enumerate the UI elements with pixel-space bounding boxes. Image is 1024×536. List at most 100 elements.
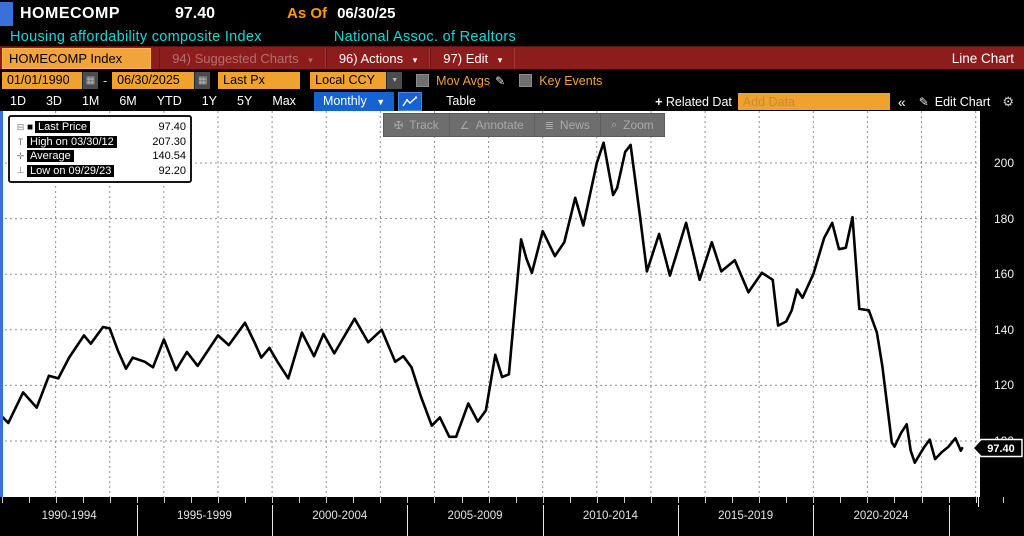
collapse-panel-icon[interactable]: « <box>897 93 906 110</box>
x-axis-tick <box>542 497 544 503</box>
panel-active-indicator <box>0 111 3 497</box>
x-axis-tick <box>461 497 463 503</box>
x-axis-tick <box>434 497 436 503</box>
as-of-date: 06/30/25 <box>337 5 396 22</box>
track-icon: ✠ <box>394 119 404 132</box>
x-axis-tick <box>867 497 869 503</box>
x-axis-tick <box>82 497 84 503</box>
series-swatch-icon: ■ <box>27 121 34 133</box>
legend-high: T High on 03/30/12 207.30 <box>14 135 186 150</box>
x-axis-tick <box>650 497 652 503</box>
end-date-calendar-icon[interactable]: ▦ <box>194 72 211 89</box>
annotate-button[interactable]: ∠ Annotate <box>450 114 535 136</box>
x-axis-section-separator <box>136 505 138 536</box>
average-marker-icon: ✛ <box>16 150 25 161</box>
chart-settings-row: 01/01/1990 ▦ - 06/30/2025 ▦ Last Px Loca… <box>0 69 1024 92</box>
x-axis-tick <box>217 497 219 503</box>
security-source: National Assoc. of Realtors <box>333 28 517 45</box>
news-button[interactable]: ≣ News <box>535 114 601 136</box>
as-of-label: As Of <box>287 5 328 22</box>
mov-avgs-checkbox[interactable] <box>416 74 430 87</box>
plot-right-edge-tick <box>978 497 979 507</box>
x-axis-label-1995-1999: 1995-1999 <box>176 510 232 522</box>
legend-average: ✛ Average 140.54 <box>14 149 186 164</box>
suggested-charts-menu[interactable]: 94) Suggested Charts ▾ <box>159 48 326 69</box>
x-axis: 1990-1994 1995-1999 2000-2004 2005-2009 2010… <box>0 497 1024 536</box>
currency-dropdown-icon[interactable]: ▼ <box>386 72 403 89</box>
chart-tools-bar: ✠ Track ∠ Annotate ≣ News ⌕ Zoom <box>383 113 665 137</box>
gear-icon[interactable]: ⚙ <box>1002 93 1014 109</box>
legend-low: ⊥ Low on 09/29/23 92.20 <box>14 164 186 179</box>
period-tab-ytd[interactable]: YTD <box>156 94 182 108</box>
expander-icon[interactable]: ⊟ <box>16 121 25 132</box>
x-axis-tick <box>948 497 950 503</box>
currency-select[interactable]: Local CCY <box>310 72 387 89</box>
y-axis-label-160: 160 <box>993 267 1014 282</box>
zoom-icon: ⌕ <box>610 118 618 131</box>
chart-legend[interactable]: ⊟ ■ Last Price 97.40 T High on 03/30/12 … <box>8 115 192 183</box>
y-axis-label-200: 200 <box>993 156 1014 170</box>
edit-chart-button[interactable]: Edit Chart <box>934 94 991 109</box>
x-axis-tick <box>55 497 57 503</box>
chevron-down-icon: ▼ <box>376 97 386 107</box>
period-tab-max[interactable]: Max <box>272 94 296 108</box>
x-axis-tick <box>190 497 192 503</box>
x-axis-label-1990-1994: 1990-1994 <box>41 510 97 522</box>
table-button[interactable]: Table <box>446 94 477 108</box>
x-axis-tick <box>163 497 165 503</box>
actions-menu[interactable]: 96) Actions ▾ <box>325 48 431 69</box>
y-axis-label-180: 180 <box>993 211 1014 226</box>
function-ribbon: HOMECOMP Index 94) Suggested Charts ▾ 96… <box>0 46 1024 70</box>
period-tab-3d[interactable]: 3D <box>45 94 62 108</box>
x-axis-tick <box>732 497 734 503</box>
x-axis-tick <box>894 497 896 503</box>
x-axis-label-2000-2004: 2000-2004 <box>312 510 368 522</box>
chart-area: ⊟ ■ Last Price 97.40 T High on 03/30/12 … <box>0 111 1024 536</box>
period-tab-5y[interactable]: 5Y <box>237 94 253 108</box>
x-axis-tick <box>488 497 490 503</box>
low-marker-icon: ⊥ <box>16 165 25 176</box>
mov-avgs-pencil-icon[interactable]: ✎ <box>495 73 506 88</box>
x-axis-tick <box>813 497 815 503</box>
track-button[interactable]: ✠ Track <box>384 114 450 136</box>
x-axis-section-separator <box>678 505 679 536</box>
security-header: HOMECOMP 97.40 As Of 06/30/25 <box>0 0 1024 27</box>
start-date-field[interactable]: 01/01/1990 <box>2 72 82 89</box>
security-description: Housing affordability composite Index <box>10 28 262 45</box>
chevron-down-icon: ▾ <box>308 55 313 65</box>
add-data-input[interactable] <box>737 93 890 110</box>
mov-avgs-label: Mov Avgs <box>436 73 491 88</box>
period-tab-1y[interactable]: 1Y <box>201 94 218 108</box>
period-tab-6m[interactable]: 6M <box>119 94 137 108</box>
x-axis-tick <box>109 497 111 503</box>
end-date-field[interactable]: 06/30/2025 <box>112 72 195 89</box>
x-axis-tick <box>840 497 842 503</box>
x-axis-tick <box>136 497 138 503</box>
legend-last-price: ⊟ ■ Last Price 97.40 <box>14 120 186 135</box>
x-axis-tick <box>786 497 788 503</box>
x-axis-section-separator <box>948 505 950 536</box>
chart-toolbar: 1D 3D 1M 6M YTD 1Y 5Y Max Monthly ▼ Table + Rel… <box>0 92 1024 111</box>
x-axis-tick <box>1 497 3 503</box>
price-field-select[interactable]: Last Px <box>218 72 301 89</box>
security-selector[interactable]: HOMECOMP Index <box>2 48 152 69</box>
x-axis-tick <box>569 497 571 503</box>
ticker-symbol: HOMECOMP <box>20 4 120 22</box>
x-axis-tick <box>28 497 30 503</box>
related-data-button[interactable]: + Related Dat <box>655 94 732 109</box>
start-date-calendar-icon[interactable]: ▦ <box>82 72 98 89</box>
view-mode-label: Line Chart <box>951 51 1014 66</box>
x-axis-section-separator <box>813 505 815 536</box>
period-tab-1d[interactable]: 1D <box>10 94 26 108</box>
x-axis-tick <box>245 497 247 503</box>
x-axis-tick <box>678 497 679 503</box>
zoom-button[interactable]: ⌕ Zoom <box>610 118 654 132</box>
line-chart-type-icon[interactable] <box>398 92 423 111</box>
x-axis-tick <box>921 497 923 503</box>
frequency-select[interactable]: Monthly ▼ <box>313 92 395 111</box>
period-tab-1m[interactable]: 1M <box>81 94 100 108</box>
x-axis-tick <box>975 497 977 503</box>
key-events-checkbox[interactable] <box>519 74 533 87</box>
edit-menu[interactable]: 97) Edit ▾ <box>430 48 516 69</box>
chevron-down-icon: ▾ <box>497 55 503 65</box>
